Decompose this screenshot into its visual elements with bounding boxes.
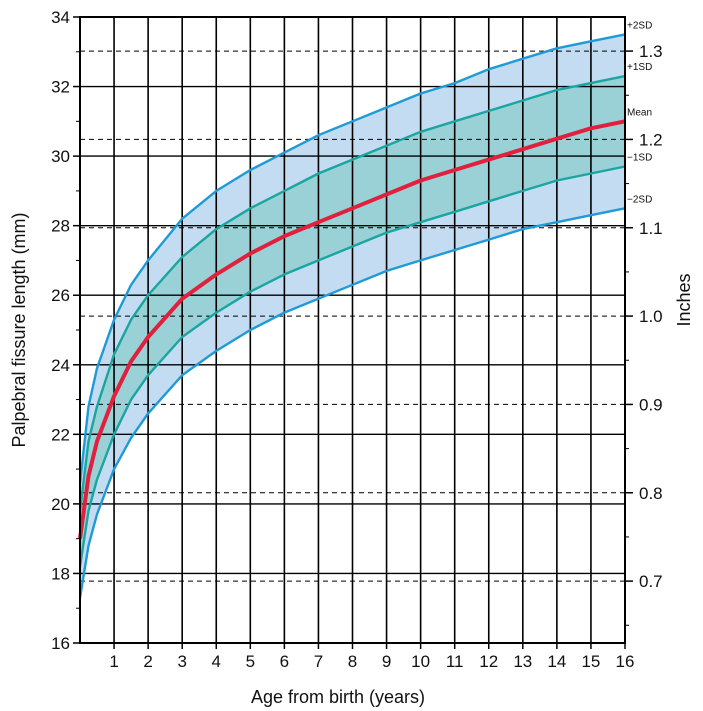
x-tick-label: 1 [109, 652, 118, 671]
x-tick-label: 10 [411, 652, 430, 671]
y-axis-title-left: Palpebral fissure length (mm) [9, 212, 29, 447]
x-tick-label: 15 [581, 652, 600, 671]
y-tick-label: 28 [51, 217, 70, 236]
right-tick-label: 1.3 [639, 42, 663, 61]
series-label: −1SD [627, 153, 652, 164]
y-tick-label: 18 [51, 564, 70, 583]
series-line [78, 207, 626, 598]
y-tick-label: 34 [51, 8, 70, 27]
right-tick-label: 1.0 [639, 307, 663, 326]
x-tick-label: 3 [177, 652, 186, 671]
series-line [78, 33, 626, 484]
right-tick-label: 1.2 [639, 130, 663, 149]
series-label: Mean [627, 107, 652, 118]
x-tick-label: 7 [314, 652, 323, 671]
series-label: +1SD [627, 62, 652, 73]
axes [73, 16, 633, 649]
x-tick-label: 14 [547, 652, 566, 671]
series-label: +2SD [627, 20, 652, 31]
y-axis-title-right: Inches [674, 273, 694, 326]
series-line [78, 74, 626, 511]
x-tick-label: 4 [212, 652, 221, 671]
y-tick-label: 26 [51, 286, 70, 305]
y-tick-label: 16 [51, 634, 70, 653]
right-tick-label: 0.8 [639, 484, 663, 503]
x-axis-title: Age from birth (years) [251, 687, 425, 707]
x-tick-label: 13 [513, 652, 532, 671]
x-tick-label: 9 [382, 652, 391, 671]
y-tick-label: 22 [51, 425, 70, 444]
series-line [78, 165, 626, 567]
x-tick-label: 6 [280, 652, 289, 671]
y-tick-label: 20 [51, 495, 70, 514]
y-tick-label: 24 [51, 356, 70, 375]
y-tick-label: 32 [51, 78, 70, 97]
series-label: −2SD [627, 194, 652, 205]
x-tick-label: 5 [246, 652, 255, 671]
x-tick-label: 12 [479, 652, 498, 671]
x-tick-label: 16 [616, 652, 635, 671]
right-tick-label: 0.7 [639, 572, 663, 591]
x-tick-label: 8 [348, 652, 357, 671]
y-tick-label: 30 [51, 147, 70, 166]
series-line [78, 119, 626, 539]
x-tick-label: 2 [143, 652, 152, 671]
right-tick-label: 0.9 [639, 395, 663, 414]
right-tick-label: 1.1 [639, 219, 663, 238]
series-lines [78, 33, 626, 598]
x-tick-label: 11 [446, 652, 464, 671]
